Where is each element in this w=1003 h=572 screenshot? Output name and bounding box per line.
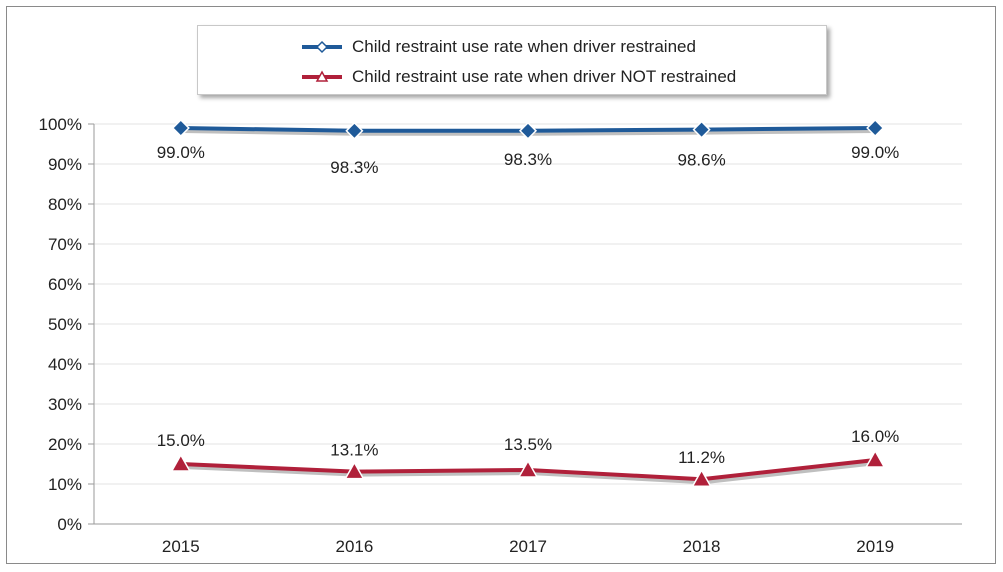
x-tick-label: 2018 <box>683 537 721 556</box>
y-tick-label: 30% <box>48 395 82 414</box>
y-tick-label: 60% <box>48 275 82 294</box>
grid-layer <box>94 123 962 485</box>
data-label: 98.6% <box>677 151 725 170</box>
y-tick-label: 0% <box>57 515 82 534</box>
legend-label-not-restrained: Child restraint use rate when driver NOT… <box>352 67 737 86</box>
legend: Child restraint use rate when driver res… <box>197 25 827 95</box>
y-tick-label: 20% <box>48 435 82 454</box>
data-point-triangle <box>864 449 886 468</box>
data-label: 98.3% <box>330 158 378 177</box>
data-label: 98.3% <box>504 150 552 169</box>
data-label: 15.0% <box>157 431 205 450</box>
data-label: 11.2% <box>678 448 725 467</box>
data-label: 16.0% <box>851 427 899 446</box>
data-label: 99.0% <box>851 143 899 162</box>
y-tick-label: 90% <box>48 155 82 174</box>
data-label-layer: 99.0% 98.3% 98.3% 98.6% 99.0% 15.0% 13.1% 13.5%… <box>157 143 900 467</box>
x-tick-label: 2015 <box>162 537 200 556</box>
data-label: 99.0% <box>157 143 205 162</box>
axis-layer: 0% 10% 20% 30% 40% 50% 60% 70% 80% 90% 100% 2015 201… <box>39 115 962 556</box>
data-point-diamond <box>692 120 711 139</box>
data-point-diamond <box>345 121 364 140</box>
legend-item-not-restrained: Child restraint use rate when driver NOT… <box>198 64 736 90</box>
data-point-diamond <box>171 118 190 138</box>
y-tick-label: 50% <box>48 315 82 334</box>
data-point-diamond <box>518 121 538 140</box>
y-tick-label: 10% <box>48 475 82 494</box>
legend-swatch-diamond-icon <box>302 40 342 54</box>
legend-swatch-triangle-icon <box>302 70 342 82</box>
x-tick-label: 2016 <box>335 537 373 556</box>
x-tick-label: 2017 <box>509 537 547 556</box>
data-point-diamond <box>866 118 885 138</box>
data-point-triangle <box>517 459 539 478</box>
y-tick-label: 80% <box>48 195 82 214</box>
y-tick-label: 40% <box>48 355 82 374</box>
data-label: 13.5% <box>504 435 552 454</box>
legend-item-restrained: Child restraint use rate when driver res… <box>198 34 696 60</box>
data-point-triangle <box>691 468 712 487</box>
data-label: 13.1% <box>330 441 378 460</box>
y-tick-label: 70% <box>48 235 82 254</box>
legend-label-restrained: Child restraint use rate when driver res… <box>352 37 696 56</box>
series-layer <box>170 118 886 487</box>
data-point-triangle <box>170 453 192 472</box>
data-point-triangle <box>344 461 365 480</box>
y-tick-label: 100% <box>39 115 82 134</box>
x-tick-label: 2019 <box>856 537 894 556</box>
